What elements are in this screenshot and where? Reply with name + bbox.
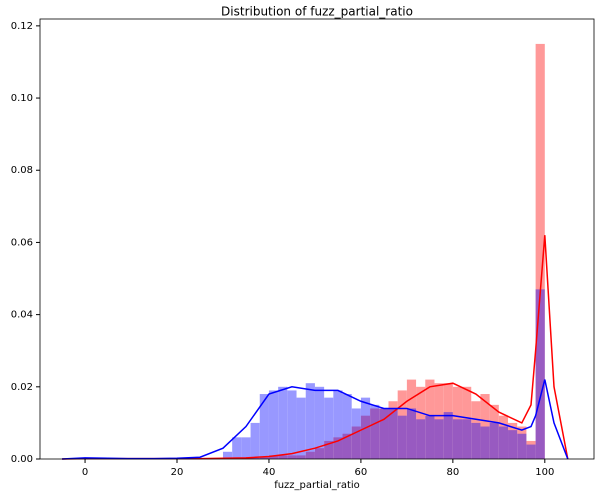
bar xyxy=(462,386,472,459)
y-tick-label: 0.02 xyxy=(11,382,33,393)
bar xyxy=(314,386,325,459)
bar xyxy=(342,433,352,459)
bar xyxy=(535,43,545,459)
bar xyxy=(498,426,509,459)
kde-line xyxy=(62,379,569,460)
y-tick-label: 0.06 xyxy=(11,237,33,248)
bar xyxy=(324,397,334,459)
bar xyxy=(351,408,361,459)
bar xyxy=(314,448,325,459)
x-axis-label: fuzz_partial_ratio xyxy=(274,480,360,491)
bar xyxy=(406,379,417,459)
histogram xyxy=(85,289,545,459)
bar xyxy=(287,390,297,459)
bar xyxy=(517,426,527,459)
bar xyxy=(526,440,536,459)
bar xyxy=(305,383,315,459)
bar xyxy=(388,408,398,459)
bar xyxy=(278,386,288,459)
bar xyxy=(434,383,444,459)
x-tick-label: 20 xyxy=(171,467,184,478)
bar xyxy=(480,394,490,459)
x-tick-label: 0 xyxy=(82,467,88,478)
x-tick-label: 40 xyxy=(263,467,276,478)
plot-frame xyxy=(39,18,595,460)
bar xyxy=(259,457,269,459)
chart-title: Distribution of fuzz_partial_ratio xyxy=(221,5,413,19)
bar xyxy=(471,422,481,459)
bar xyxy=(397,390,407,459)
bar xyxy=(268,455,279,459)
bar xyxy=(452,419,463,459)
bar xyxy=(434,419,444,459)
bar xyxy=(379,408,389,459)
bar xyxy=(489,404,499,459)
bar xyxy=(443,412,453,459)
bar xyxy=(471,401,481,459)
bar xyxy=(333,390,343,459)
bar xyxy=(351,426,361,459)
bar xyxy=(287,455,297,459)
bar xyxy=(305,451,315,459)
y-tick-label: 0.12 xyxy=(11,21,33,32)
bar xyxy=(425,379,435,459)
bar xyxy=(480,426,490,459)
bar xyxy=(443,383,453,459)
bar xyxy=(250,422,260,459)
bar xyxy=(416,419,426,459)
y-tick-label: 0.04 xyxy=(11,310,33,321)
bar xyxy=(452,386,463,459)
y-tick-label: 0.08 xyxy=(11,165,33,176)
bar xyxy=(370,404,380,459)
bar xyxy=(416,386,426,459)
bar xyxy=(388,401,398,459)
bar xyxy=(268,390,279,459)
bar xyxy=(296,397,306,459)
bar xyxy=(296,455,306,459)
bar xyxy=(232,437,242,459)
bar xyxy=(278,455,288,459)
y-tick-label: 0.10 xyxy=(11,93,33,104)
bar xyxy=(324,440,334,459)
bar xyxy=(489,422,499,459)
bar xyxy=(425,415,435,459)
bar xyxy=(379,408,389,459)
x-tick-label: 80 xyxy=(446,467,459,478)
bar xyxy=(222,451,233,459)
bar xyxy=(526,444,536,459)
bar xyxy=(397,415,407,459)
bar xyxy=(250,457,260,459)
bar xyxy=(498,415,509,459)
bar xyxy=(462,419,472,459)
y-tick-label: 0.00 xyxy=(11,454,33,465)
bar xyxy=(342,394,352,459)
x-tick-label: 100 xyxy=(535,467,554,478)
bar xyxy=(406,408,417,459)
bar xyxy=(508,430,518,459)
x-tick-label: 60 xyxy=(355,467,368,478)
bar xyxy=(333,437,343,459)
bar xyxy=(517,433,527,459)
bar xyxy=(370,408,380,459)
bar xyxy=(259,394,269,459)
bar xyxy=(535,289,545,459)
histogram xyxy=(241,43,545,459)
bar xyxy=(360,415,371,459)
bar xyxy=(508,422,518,459)
bar xyxy=(241,437,251,459)
